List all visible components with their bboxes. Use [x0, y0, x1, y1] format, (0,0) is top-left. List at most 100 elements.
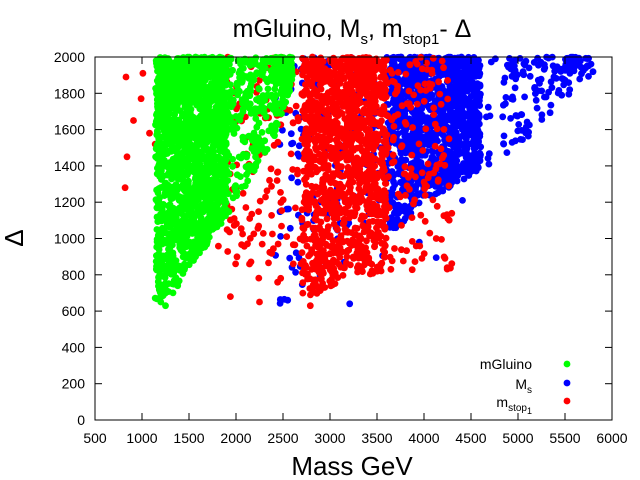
data-point-mgluino	[154, 189, 162, 197]
data-point-mstop1	[435, 78, 442, 86]
data-point-mstop1	[309, 281, 317, 289]
data-point-ms	[500, 140, 508, 148]
data-point-mstop1	[330, 85, 338, 92]
data-point-mstop1	[375, 221, 382, 229]
data-point-ms	[419, 115, 427, 123]
data-point-mstop1	[146, 129, 153, 137]
data-point-mstop1	[372, 140, 380, 148]
data-point-mstop1	[418, 255, 426, 262]
data-point-mgluino	[191, 183, 199, 190]
data-point-mstop1	[139, 69, 147, 77]
data-point-ms	[476, 102, 484, 109]
data-point-mstop1	[330, 90, 338, 98]
data-point-mstop1	[299, 279, 307, 287]
data-point-mstop1	[413, 60, 421, 68]
data-point-mstop1	[333, 258, 340, 266]
data-point-mstop1	[405, 87, 413, 95]
data-point-mstop1	[370, 171, 378, 178]
data-point-mstop1	[425, 170, 433, 178]
data-point-mstop1	[340, 216, 348, 223]
data-point-mstop1	[338, 236, 345, 244]
data-point-mstop1	[287, 150, 295, 158]
data-point-mstop1	[354, 170, 362, 178]
data-point-mstop1	[305, 98, 312, 106]
data-point-mstop1	[385, 173, 392, 181]
data-point-mstop1	[440, 125, 448, 133]
data-point-mstop1	[330, 61, 338, 69]
data-point-mstop1	[344, 164, 352, 172]
data-point-mstop1	[341, 91, 349, 99]
data-point-mstop1	[429, 196, 437, 204]
data-point-mstop1	[350, 74, 358, 82]
data-point-mstop1	[346, 187, 354, 195]
data-point-mstop1	[310, 102, 318, 110]
data-point-ms	[346, 300, 354, 308]
data-point-ms	[456, 110, 464, 118]
data-point-mstop1	[388, 159, 396, 167]
data-point-ms	[445, 55, 452, 63]
data-point-ms	[500, 132, 508, 140]
data-point-ms	[276, 300, 284, 307]
data-point-mstop1	[429, 54, 437, 62]
data-point-mstop1	[411, 196, 418, 204]
data-point-mstop1	[333, 224, 340, 232]
data-point-ms	[549, 62, 557, 70]
data-point-mstop1	[354, 245, 362, 253]
data-point-mstop1	[362, 109, 369, 117]
data-point-ms	[390, 171, 398, 179]
data-point-mstop1	[266, 176, 273, 184]
data-point-mstop1	[345, 246, 353, 254]
data-point-mstop1	[364, 181, 372, 189]
data-point-mgluino	[239, 105, 247, 113]
data-point-mgluino	[255, 85, 263, 93]
data-point-ms	[467, 101, 475, 108]
data-point-mstop1	[312, 144, 319, 152]
data-point-mstop1	[355, 238, 363, 246]
data-point-ms	[466, 74, 474, 82]
data-point-ms	[461, 160, 469, 168]
data-point-ms	[538, 87, 546, 95]
data-point-mstop1	[318, 275, 325, 283]
data-point-mstop1	[319, 74, 327, 82]
data-point-mstop1	[289, 260, 297, 268]
data-point-mstop1	[338, 62, 346, 70]
data-point-mstop1	[347, 174, 355, 181]
data-point-mstop1	[364, 198, 372, 206]
data-point-ms	[541, 61, 548, 68]
data-point-mstop1	[313, 168, 320, 176]
data-point-ms	[551, 67, 559, 75]
data-point-mstop1	[316, 101, 324, 109]
data-point-mgluino	[258, 99, 266, 106]
data-point-mstop1	[389, 151, 397, 159]
data-point-mstop1	[347, 123, 355, 131]
data-point-mstop1	[334, 163, 342, 171]
data-point-ms	[585, 54, 592, 62]
data-point-ms	[443, 113, 451, 121]
data-point-ms	[566, 69, 574, 77]
data-point-mstop1	[121, 184, 129, 192]
data-point-mstop1	[312, 276, 320, 284]
data-point-ms	[451, 139, 458, 147]
data-point-ms	[506, 55, 513, 62]
data-point-ms	[521, 93, 528, 101]
data-point-mstop1	[410, 91, 418, 99]
data-point-ms	[408, 144, 416, 152]
data-point-mstop1	[346, 199, 354, 207]
data-point-ms	[395, 201, 402, 209]
data-point-mstop1	[319, 117, 327, 124]
data-point-mstop1	[418, 65, 426, 73]
data-point-ms	[500, 79, 508, 86]
data-point-mstop1	[344, 149, 352, 156]
data-point-ms	[576, 57, 584, 65]
data-point-mstop1	[396, 193, 404, 201]
data-point-mstop1	[308, 248, 316, 256]
data-point-mstop1	[302, 205, 310, 213]
data-point-mstop1	[322, 171, 330, 179]
data-point-mstop1	[373, 194, 381, 202]
data-point-mstop1	[416, 242, 424, 250]
data-point-mstop1	[421, 185, 428, 193]
data-point-ms	[554, 89, 562, 97]
data-point-mgluino	[230, 130, 238, 137]
data-point-mstop1	[431, 142, 439, 150]
data-point-mstop1	[342, 83, 350, 90]
